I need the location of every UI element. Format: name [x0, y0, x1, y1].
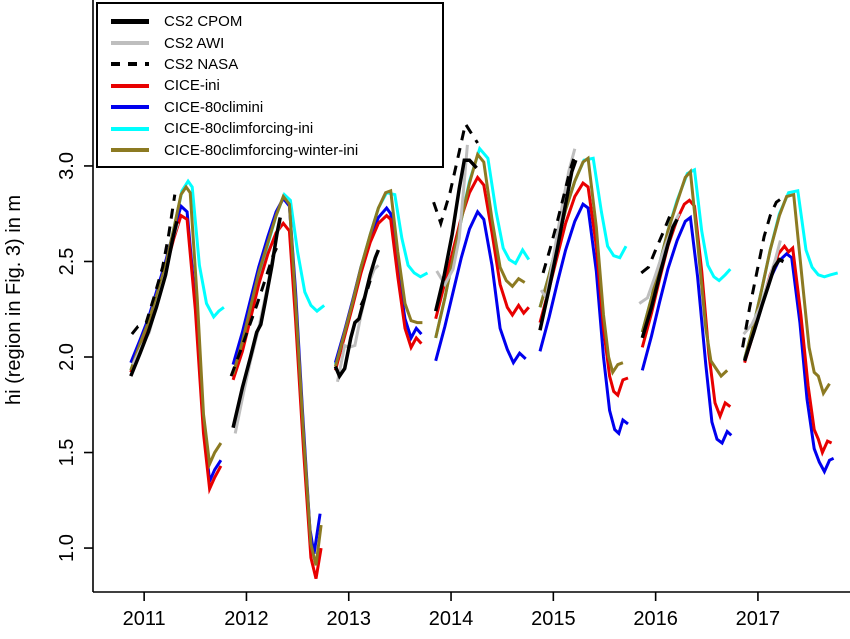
x-tick-label: 2013: [326, 608, 371, 630]
legend-item-label: CICE-ini: [164, 77, 220, 95]
series-line-cice-80climforcing-winter-ini: [434, 151, 526, 339]
series-line-cice-80climforcing-ini: [743, 189, 839, 360]
legend-item-cs2-nasa: CS2 NASA: [111, 54, 442, 75]
legend-item-label: CICE-80climini: [164, 98, 264, 116]
y-tick-label: 1.0: [56, 534, 78, 562]
series-line-cs2-cpom: [433, 158, 478, 312]
series-line-cs2-cpom: [333, 249, 381, 380]
x-tick-label: 2011: [123, 608, 166, 630]
legend-item-cice-80climforcing-winter-ini: CICE-80climforcing-winter-ini: [111, 139, 442, 160]
legend-item-label: CS2 AWI: [164, 34, 225, 52]
legend-item-cs2-awi: CS2 AWI: [111, 32, 442, 53]
series-line-cs2-cpom: [742, 257, 785, 362]
series-line-cs2-cpom: [231, 217, 282, 429]
legend-line-sample: [111, 126, 149, 131]
series-line-cs2-nasa: [229, 241, 281, 377]
series-line-cice-80climini: [434, 209, 527, 366]
series-line-cs2-awi: [336, 264, 380, 383]
legend-item-label: CICE-80climforcing-winter-ini: [164, 141, 359, 159]
y-tick-label: 2.5: [56, 248, 78, 276]
series-line-cice-80climforcing-winter-ini: [231, 193, 323, 566]
series-line-cice-80climini: [743, 251, 835, 475]
series-line-cice-80climforcing-winter-ini: [743, 192, 831, 397]
series-line-cice-80climini: [538, 201, 629, 437]
series-line-cs2-cpom: [129, 220, 179, 377]
y-tick-label: 3.0: [56, 152, 78, 180]
y-tick-label: 2.0: [56, 343, 78, 371]
series-line-cs2-nasa: [432, 120, 479, 229]
legend-line-sample: [111, 19, 149, 25]
x-tick-label: 2015: [531, 608, 576, 630]
series-line-cice-80climforcing-winter-ini: [129, 184, 223, 470]
series-line-cs2-nasa: [541, 157, 576, 274]
legend-line-sample: [111, 148, 149, 153]
series-line-cice-ini: [231, 220, 323, 579]
legend-item-cice-80climforcing-ini: CICE-80climforcing-ini: [111, 118, 442, 139]
x-tick-label: 2014: [429, 608, 474, 630]
series-line-cice-80climini: [640, 214, 733, 446]
series-line-cice-80climforcing-winter-ini: [333, 188, 423, 367]
series-line-cs2-cpom: [538, 159, 578, 331]
series-line-cs2-cpom: [640, 218, 679, 339]
y-axis-label: hi (region in Fig. 3) in m: [3, 195, 25, 405]
y-tick-label: 1.5: [56, 439, 78, 467]
legend-item-label: CICE-80climforcing-ini: [164, 120, 314, 138]
series-line-cice-ini: [538, 180, 629, 398]
legend: CS2 CPOM CS2 AWI CS2 NASA CICE-ini CICE-80cl…: [96, 2, 444, 168]
legend-line-sample: [111, 83, 149, 88]
series-line-cice-ini: [640, 198, 732, 421]
legend-dashed-line-sample: [111, 62, 149, 67]
series-line-cs2-nasa: [130, 194, 177, 336]
x-tick-label: 2016: [633, 608, 678, 630]
legend-item-cs2-cpom: CS2 CPOM: [111, 11, 442, 32]
legend-item-label: CS2 NASA: [164, 55, 239, 73]
legend-item-cice-80climini: CICE-80climini: [111, 97, 442, 118]
legend-item-cice-ini: CICE-ini: [111, 75, 442, 96]
x-tick-label: 2017: [736, 608, 781, 630]
legend-line-sample: [111, 105, 149, 110]
series-line-cs2-nasa: [741, 197, 783, 348]
x-tick-label: 2012: [224, 608, 269, 630]
legend-line-sample: [111, 41, 149, 46]
series-line-cice-ini: [743, 243, 833, 457]
series-line-cs2-nasa: [359, 280, 372, 307]
legend-item-label: CS2 CPOM: [164, 13, 243, 31]
series-line-cs2-nasa: [640, 215, 672, 275]
